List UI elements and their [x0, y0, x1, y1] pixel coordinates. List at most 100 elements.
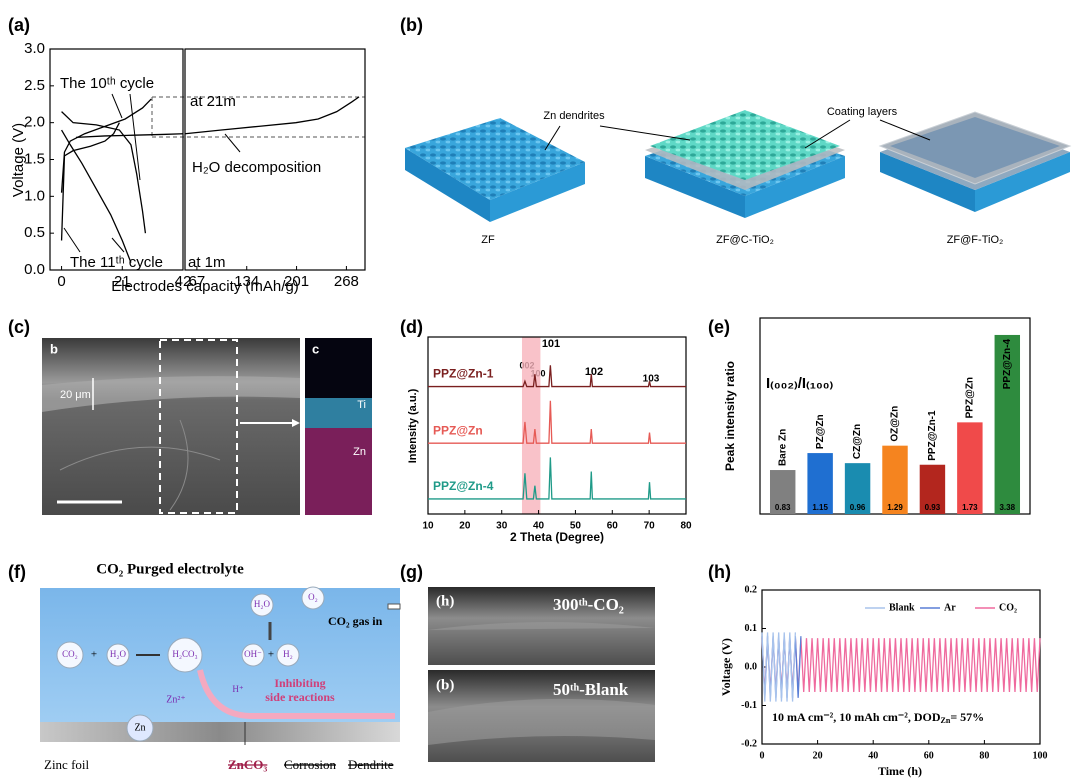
peak-label: 102: [585, 366, 603, 378]
legend-label: CO₂: [999, 602, 1017, 613]
x-tick-label: 30: [496, 521, 508, 532]
label: Corrosion: [284, 757, 337, 772]
y-tick-label: 3.0: [24, 40, 45, 57]
arrow: [544, 125, 561, 151]
annotation: The 10ᵗʰ cycle: [60, 75, 154, 92]
species: H₂CO₃: [172, 649, 197, 659]
guide-lines: [151, 96, 365, 138]
bar: [994, 334, 1021, 514]
data-line: [60, 98, 152, 193]
gas-pipe: [387, 603, 401, 610]
value-label: 0.83: [775, 503, 791, 512]
data-line: [428, 400, 686, 444]
bubble: [241, 643, 265, 667]
layer: [428, 621, 655, 745]
panel-label: (g): [400, 562, 423, 582]
sem-image: [42, 338, 300, 515]
bar: [769, 470, 796, 514]
series-label: PPZ@Zn-4: [433, 479, 494, 493]
category-label: PZ@Zn: [815, 414, 826, 449]
y-tick-label: 1.0: [24, 187, 45, 204]
y-tick-label: 0.5: [24, 224, 45, 241]
x-tick-label: 42: [175, 273, 192, 290]
title: CO₂ Purged electrolyte: [96, 561, 244, 577]
bar: [919, 464, 946, 514]
x-tick-label: 70: [644, 521, 656, 532]
category-label: OZ@Zn: [890, 406, 901, 442]
y-tick-label: -0.1: [741, 700, 757, 711]
y-axis-label: Voltage (V): [10, 123, 27, 197]
annotation: The 11ᵗʰ cycle: [70, 254, 163, 271]
y-tick-label: 2.0: [24, 114, 45, 131]
label: 20 μm: [60, 389, 91, 401]
panel-f: CO₂ Purged electrolyte CO₂ + H₂O H₂CO₃ H…: [40, 561, 401, 772]
x-tick-label: 201: [284, 273, 309, 290]
panel-c: b 20 μm c Ti Zn: [42, 338, 372, 515]
bubble: [106, 643, 130, 667]
panel-g: (h) 300ᵗʰ-CO₂ (b) 50ᵗʰ-Blank: [428, 587, 655, 762]
bubble: [126, 714, 154, 742]
slab-side: [645, 156, 745, 218]
x-axis-label: 2 Theta (Degree): [510, 530, 604, 544]
label: Ti: [357, 399, 366, 411]
chart: 67 134 201 268: [184, 48, 366, 290]
annotation: I₍₀₀₂₎/I₍₁₀₀₎: [766, 375, 833, 392]
series-label: PPZ@Zn-1: [433, 367, 494, 381]
label: c: [312, 341, 319, 356]
electrolyte: [40, 588, 400, 722]
plot-frame: [184, 48, 366, 271]
peak-label: 103: [643, 374, 660, 385]
x-tick-label: 40: [533, 521, 545, 532]
legend-label: Ar: [944, 602, 956, 613]
x-tick-label: 100: [1033, 750, 1048, 761]
data-line: [761, 638, 1041, 693]
label: CO₂ gas in: [328, 614, 383, 628]
x-tick-label: 60: [924, 750, 934, 761]
operator: +: [91, 649, 97, 661]
x-tick-label: 0: [57, 273, 65, 290]
arrow: [804, 119, 851, 149]
data-line: [75, 133, 184, 139]
annotation: at 21m: [190, 93, 236, 110]
panel-label: (d): [400, 317, 423, 337]
value-label: 0.93: [925, 503, 941, 512]
y-axis-label: Intensity (a.u.): [407, 388, 419, 463]
arrow-head: [292, 419, 300, 427]
y-tick-label: 2.5: [24, 77, 45, 94]
annotation-part: = 57%: [950, 710, 984, 724]
panel-labels: (a) (b) (c) (d) (e) (f) (g) (h): [8, 15, 731, 582]
arrow: [111, 237, 125, 253]
bubble: [276, 643, 300, 667]
value-label: 3.38: [999, 503, 1015, 512]
bubble: [56, 641, 84, 669]
x-tick-label: 268: [334, 273, 359, 290]
texture: [59, 419, 221, 511]
slab-side: [745, 156, 845, 218]
chart: 0 20 40 60 80 100 -0.2 -0.1 0.0 0.1 0.2 Blank Ar CO₂: [741, 584, 1047, 761]
x-tick-label: 60: [607, 521, 619, 532]
x-tick-label: 50: [570, 521, 582, 532]
panel-label: (f): [8, 562, 26, 582]
x-tick-label: 21: [114, 273, 131, 290]
chart: 10 20 30 40 50 60 70 80 PPZ@Zn-4 PPZ@Zn PPZ@Zn-1: [422, 336, 692, 532]
arrow: [111, 93, 123, 119]
data-line: [184, 96, 360, 135]
x-tick-label: 20: [813, 750, 823, 761]
x-tick-label: 40: [868, 750, 878, 761]
y-axis-label: Peak intensity ratio: [723, 361, 737, 471]
arrows: [63, 93, 241, 253]
slab-top: [650, 110, 840, 180]
slab-side: [405, 148, 490, 222]
chart: 0 21 42 0.0 0.5 1.0 1.5 2.0 2.5 3.0: [24, 40, 191, 290]
panel-label: (c): [8, 317, 30, 337]
data-line: [61, 111, 147, 234]
x-tick-label: 80: [979, 750, 989, 761]
bubble: [167, 637, 203, 673]
slab-side: [490, 162, 585, 222]
sample-label: ZF: [481, 234, 495, 246]
value-label: 1.29: [887, 503, 903, 512]
arrows: [544, 119, 931, 151]
pink-arrow: [197, 669, 395, 719]
data-line: [60, 122, 120, 241]
